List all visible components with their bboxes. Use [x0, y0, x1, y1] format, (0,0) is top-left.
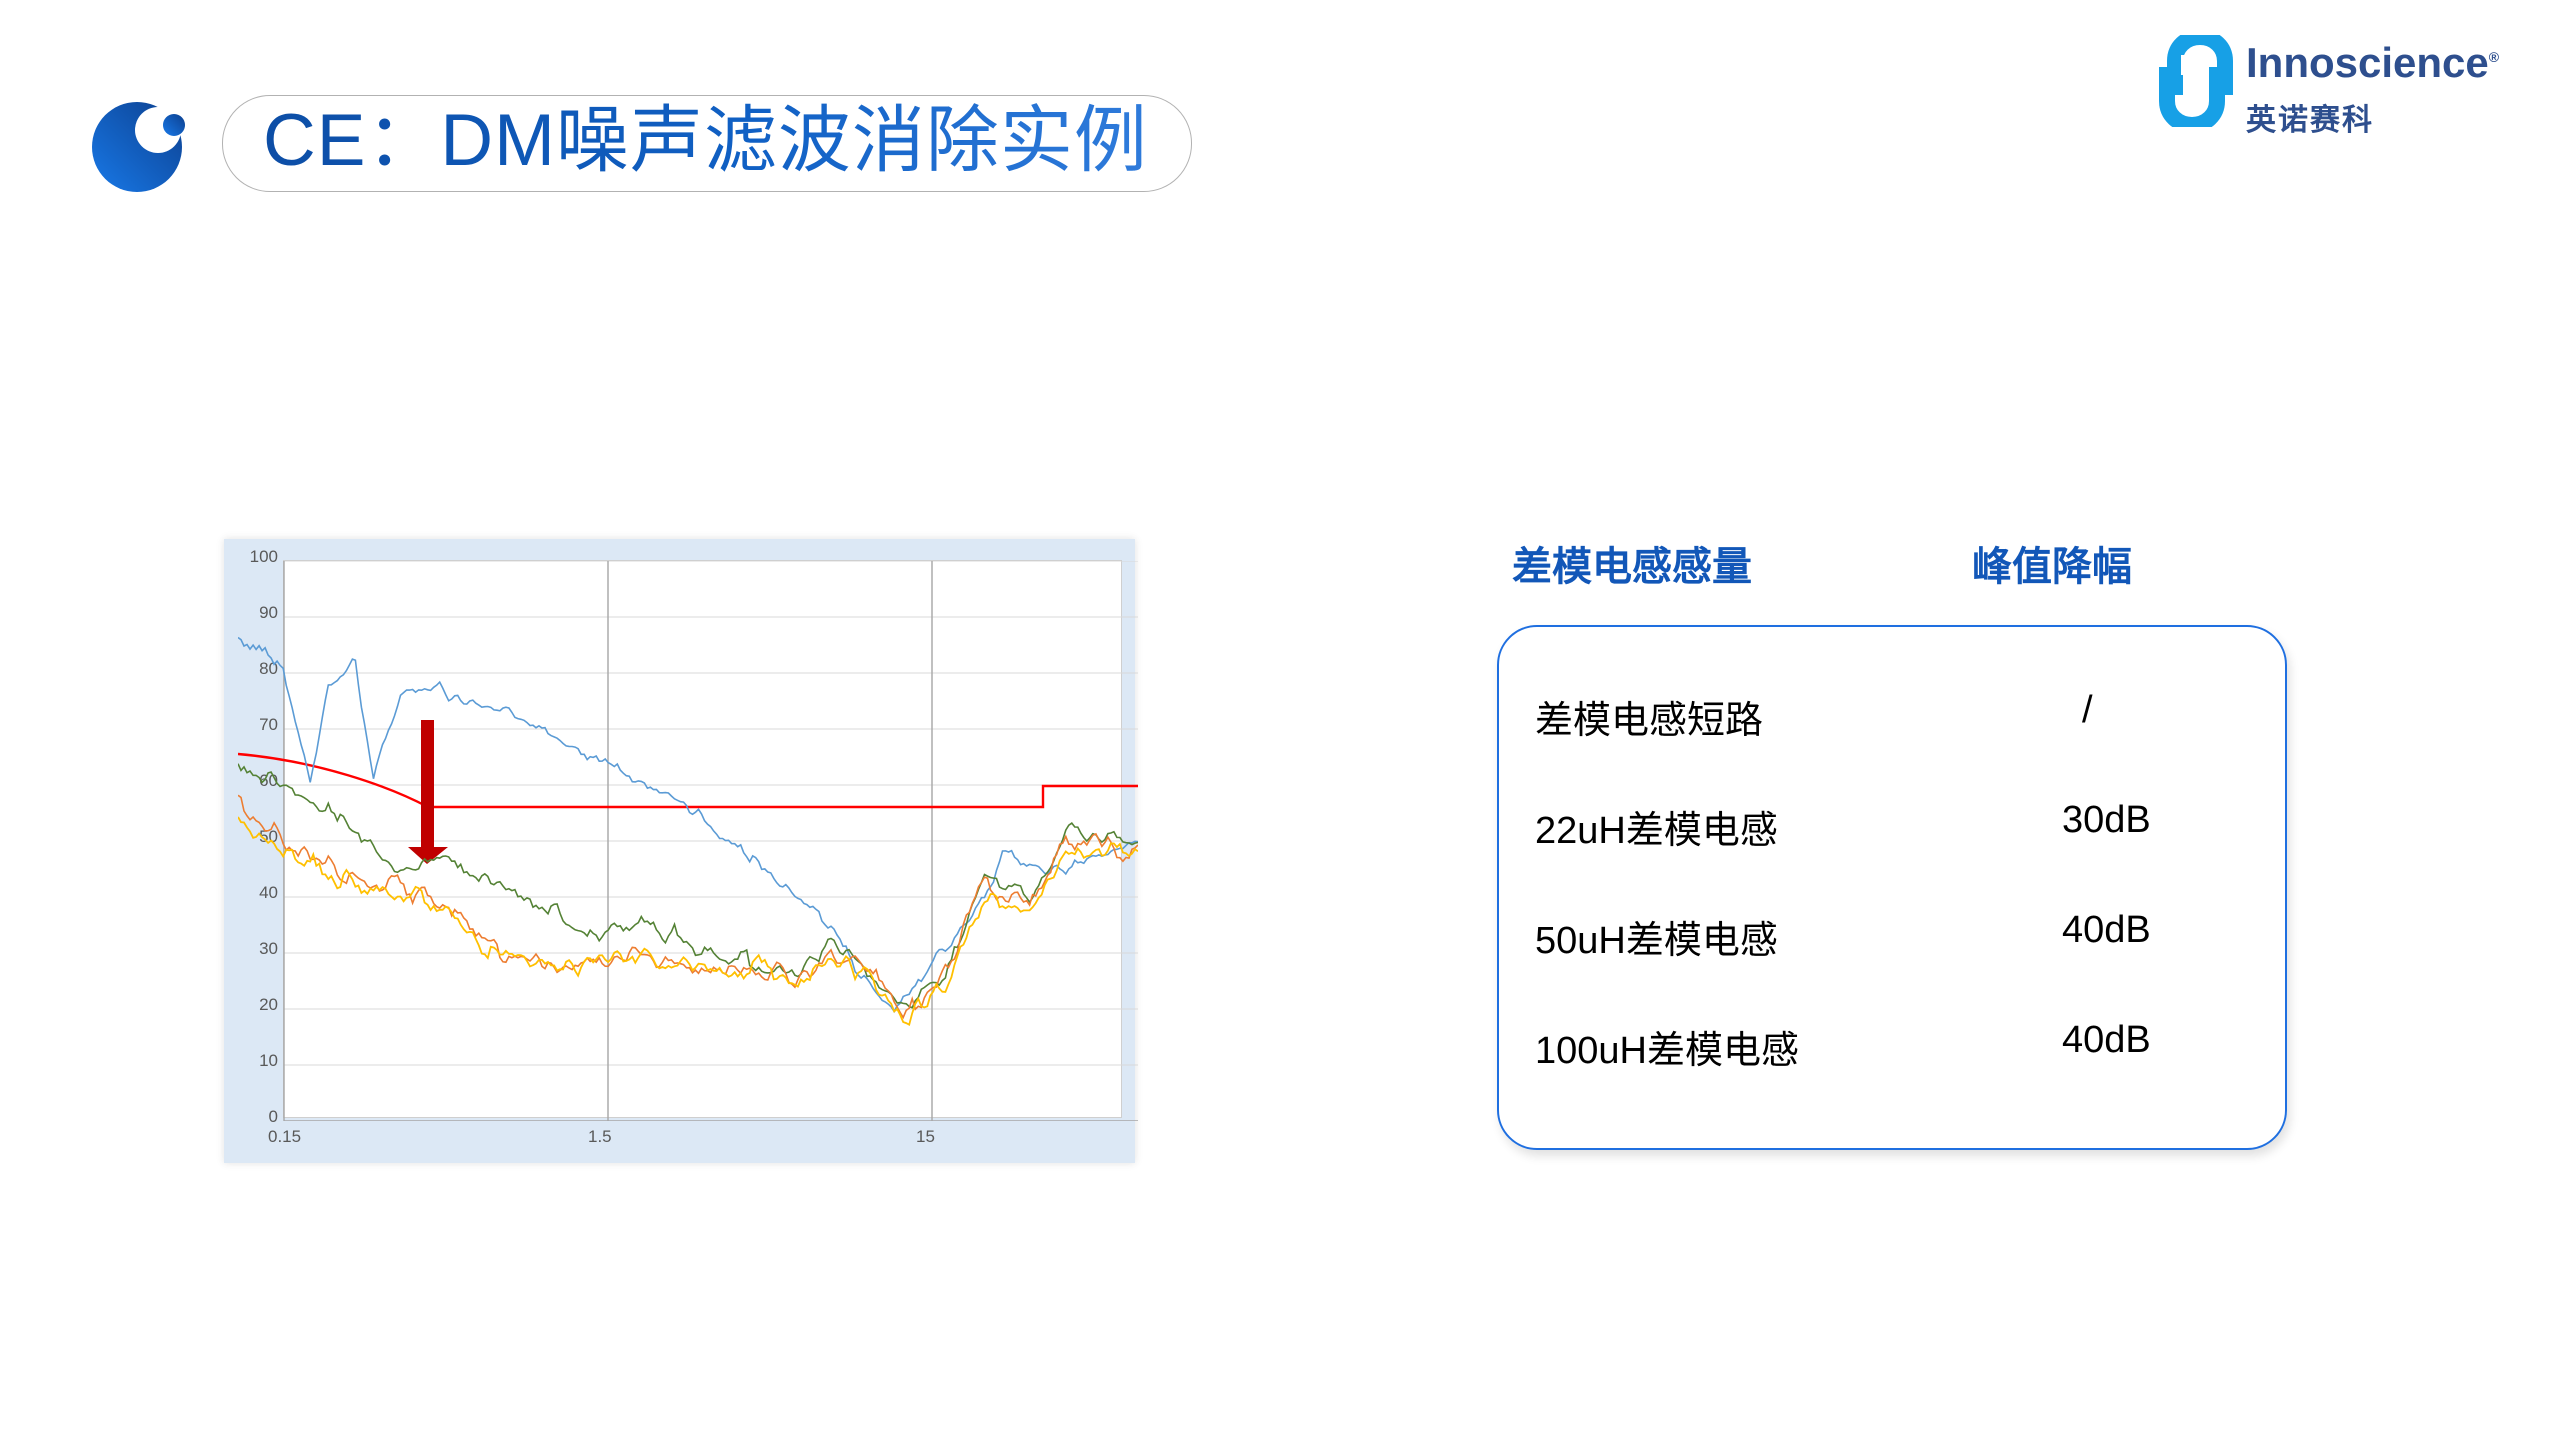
svg-text:CE：DM噪声滤波消除实例: CE：DM噪声滤波消除实例: [263, 100, 1148, 181]
